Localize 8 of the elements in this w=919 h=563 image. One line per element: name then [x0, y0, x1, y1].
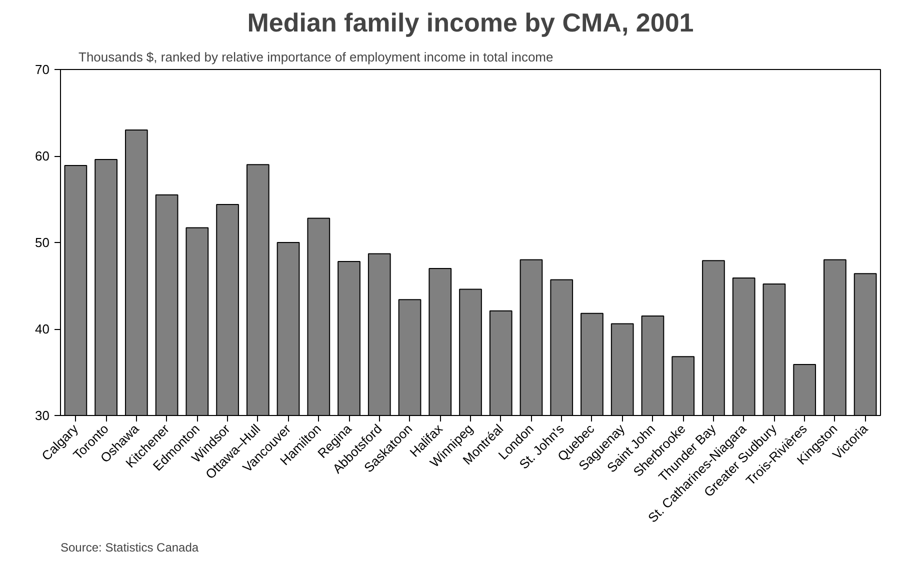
y-tick-label: 60 — [35, 148, 50, 164]
source-note: Source: Statistics Canada — [60, 540, 199, 554]
y-tick-label: 30 — [35, 408, 50, 423]
y-tick-label: 50 — [35, 235, 50, 250]
y-tick-label: 40 — [35, 322, 50, 336]
chart-subtitle: Thousands $, ranked by relative importance of employment income in total income — [78, 50, 554, 64]
chart-title: Median family income by CMA, 2001 — [247, 8, 694, 38]
y-tick-label: 70 — [35, 62, 50, 77]
